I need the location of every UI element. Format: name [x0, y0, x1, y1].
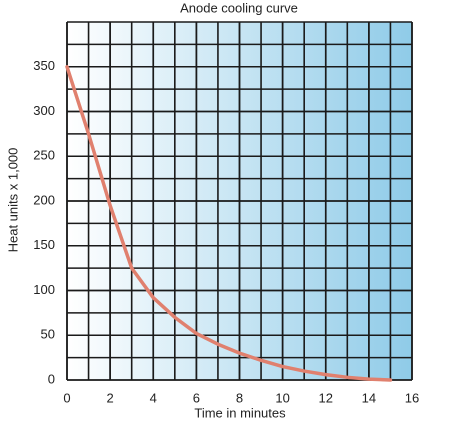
chart-title: Anode cooling curve — [180, 0, 298, 15]
y-tick-label: 250 — [33, 148, 55, 163]
y-tick-label: 100 — [33, 282, 55, 297]
x-tick-label: 4 — [150, 390, 157, 405]
y-tick-label: 350 — [33, 58, 55, 73]
line-series — [65, 65, 393, 382]
x-tick-label: 10 — [275, 390, 289, 405]
x-tick-label: 2 — [107, 390, 114, 405]
x-tick-label: 8 — [236, 390, 243, 405]
x-tick-label: 0 — [63, 390, 70, 405]
y-tick-label: 50 — [41, 327, 55, 342]
x-tick-label: 16 — [405, 390, 419, 405]
y-tick-label: 150 — [33, 237, 55, 252]
x-tick-label: 12 — [319, 390, 333, 405]
y-tick-label: 0 — [48, 371, 55, 386]
y-axis-label: Heat units x 1,000 — [5, 148, 20, 253]
x-tick-label: 6 — [193, 390, 200, 405]
y-tick-label: 300 — [33, 103, 55, 118]
x-tick-label: 14 — [362, 390, 376, 405]
y-tick-label: 200 — [33, 192, 55, 207]
x-axis-label: Time in minutes — [194, 405, 286, 420]
